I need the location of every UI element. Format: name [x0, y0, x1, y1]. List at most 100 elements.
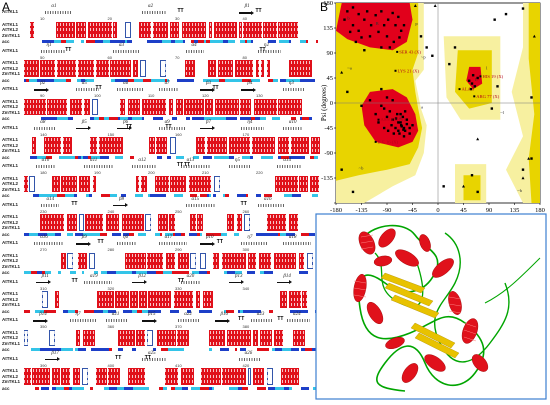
sequence-name: ZmTKL1 [2, 186, 20, 192]
accessibility-cell [286, 348, 291, 351]
residue-number: 380 [242, 324, 250, 329]
accessibility-cell [286, 40, 289, 43]
accessibility-cell [118, 348, 123, 351]
residue-number: 370 [175, 324, 182, 329]
outlier-point [394, 69, 397, 72]
accessibility-cell [175, 386, 182, 390]
accessibility-cell [148, 194, 150, 197]
turn-marker: TT [71, 277, 78, 284]
accessibility-cell [78, 348, 86, 351]
accessibility-cell [88, 155, 91, 159]
core-region [336, 3, 413, 51]
accessibility-cell [275, 386, 284, 390]
beta-arrow [35, 280, 51, 284]
accessibility-cell [41, 117, 49, 120]
ss-element-label: η1 [46, 42, 52, 48]
accessibility-cell [279, 40, 286, 43]
residue-point [391, 11, 394, 15]
accessibility-cell [151, 78, 156, 82]
accessibility-cell [94, 271, 98, 274]
residue-point [380, 87, 383, 91]
acc-label: acc [2, 231, 10, 237]
accessibility-cell [165, 232, 173, 236]
ss-element-label: α11 [90, 158, 98, 163]
accessibility-cell [44, 309, 47, 313]
acc-label: acc [2, 347, 10, 352]
ss-element-label: α26 [244, 350, 253, 356]
ss-element-label: α16 [264, 196, 272, 202]
beta-arrow [229, 280, 244, 284]
accessibility-cell [200, 232, 202, 236]
residue-point [380, 104, 383, 107]
accessibility-cell [309, 232, 315, 236]
helix-coil [282, 88, 304, 91]
accessibility-cell [312, 194, 318, 197]
ss-element-label: β2 [40, 81, 46, 86]
y-tick-label: -135 [321, 175, 333, 182]
accessibility-cell [209, 117, 218, 120]
accessibility-cell [132, 117, 135, 120]
ss-element-label: α5 [81, 81, 87, 86]
accessibility-cell [177, 40, 183, 43]
ss-element-label: α15 [191, 196, 200, 202]
residue-number: 330 [175, 285, 182, 291]
accessibility-cell [238, 309, 240, 313]
core-region [466, 66, 483, 90]
accessibility-cell [84, 309, 86, 313]
sequence-alignment: AtTKL1 α1 α2 β1 TT TT 10 20 30 40 AtTKL1 AtTKL2 ZmTK… [0, 4, 325, 391]
beta-arrow [117, 126, 133, 130]
accessibility-cell [246, 194, 248, 197]
accessibility-cell [312, 348, 316, 351]
sequence-name: AtTKL2 [2, 373, 18, 379]
ss-element-label: β17 [51, 350, 59, 356]
accessibility-cell [228, 40, 235, 43]
accessibility-cell [94, 117, 99, 120]
accessibility-cell [124, 386, 133, 390]
sequence-name: ZmTKL1 [2, 148, 20, 153]
alignment-block: AtTKL1 β2 α5 α6 α7 β3 β4 η3 TT TT 90 100 110 120 130 At… [0, 81, 325, 123]
accessibility-cell [212, 386, 214, 390]
accessibility-cell [176, 348, 184, 351]
sequence-letters [24, 72, 320, 75]
accessibility-cell [94, 155, 100, 159]
y-axis-label: Psi (degrees) [320, 84, 328, 121]
accessibility-cell [104, 386, 109, 390]
helix-coil [238, 357, 261, 361]
accessibility-cell [251, 117, 255, 120]
accessibility-cell [86, 194, 89, 197]
residue-point [402, 135, 406, 138]
accessibility-cell [39, 194, 44, 197]
accessibility-cell [138, 271, 147, 274]
helix-coil [69, 319, 96, 322]
sequence-letters [24, 369, 320, 372]
turn-marker: TT [212, 85, 219, 91]
turn-marker: TT [95, 85, 102, 91]
accessibility-cell [179, 155, 184, 159]
accessibility-cell [47, 309, 56, 313]
residue-point [382, 126, 386, 130]
accessibility-cell [95, 40, 103, 43]
accessibility-cell [264, 194, 272, 197]
residue-number: 280 [107, 247, 115, 252]
residue-number: 160 [175, 131, 182, 137]
accessibility-cell [284, 386, 289, 390]
accessibility-cell [64, 386, 69, 390]
sequence-letters [24, 380, 320, 383]
ss-element-label: β10 [206, 235, 214, 240]
residue-number: 10 [40, 16, 45, 21]
alignment-block: AtTKL1 α8 β5 β6 α9 β7 η4 α10 TT TT 140 150 160 170 AtT… [0, 120, 325, 162]
accessibility-cell [203, 309, 212, 313]
sequence-name: AtTKL1 [2, 60, 18, 65]
accessibility-cell [292, 194, 301, 197]
accessibility-cell [204, 40, 206, 43]
accessibility-cell [264, 271, 273, 274]
accessibility-cell [289, 386, 292, 390]
residue-point [382, 24, 386, 27]
accessibility-cell [309, 117, 312, 120]
accessibility-cell [242, 348, 246, 351]
accessibility-cell [147, 40, 149, 43]
accessibility-cell [35, 78, 37, 82]
acc-label: acc [2, 193, 10, 198]
accessibility-cell [259, 386, 266, 390]
accessibility-cell [87, 232, 95, 236]
